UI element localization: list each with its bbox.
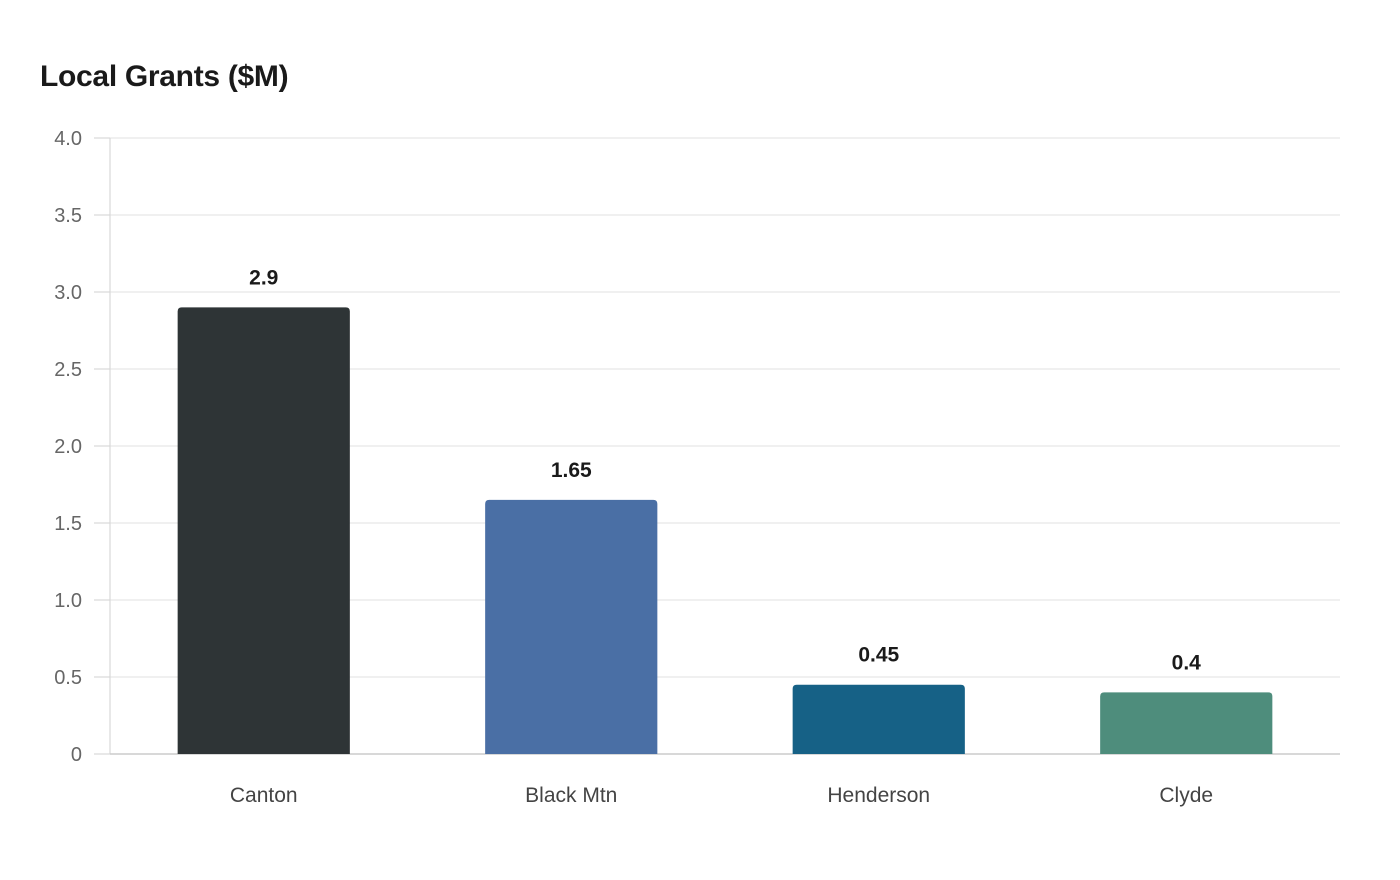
x-tick-label: Henderson xyxy=(827,784,930,807)
x-tick-label: Black Mtn xyxy=(525,784,617,807)
bar-canton xyxy=(177,307,350,754)
y-tick-label: 2.5 xyxy=(54,359,82,381)
y-tick-label: 0.5 xyxy=(54,667,82,689)
labels: 0 0.5 1.0 1.5 2.0 2.5 3.0 3.5 4.0 2.9 Canton 1.65 Bl… xyxy=(54,128,1213,807)
x-tick-label: Clyde xyxy=(1159,784,1213,807)
x-tick-label: Canton xyxy=(230,784,298,807)
y-tick-label: 1.0 xyxy=(54,590,82,612)
y-tick-label: 3.5 xyxy=(54,205,82,227)
data-label: 2.9 xyxy=(249,266,278,289)
bar-black-mtn xyxy=(485,499,658,754)
data-label: 0.4 xyxy=(1172,651,1202,674)
chart-title: Local Grants ($M) xyxy=(40,60,289,93)
y-tick-label: 0 xyxy=(71,744,82,766)
y-tick-label: 2.0 xyxy=(54,436,82,458)
bar-henderson xyxy=(792,684,965,754)
y-tick-label: 1.5 xyxy=(54,513,82,535)
data-label: 0.45 xyxy=(858,644,899,667)
y-tick-label: 3.0 xyxy=(54,282,82,304)
data-label: 1.65 xyxy=(551,459,592,482)
bar-clyde xyxy=(1100,692,1273,754)
y-tick-label: 4.0 xyxy=(54,128,82,150)
bars xyxy=(177,307,1273,754)
